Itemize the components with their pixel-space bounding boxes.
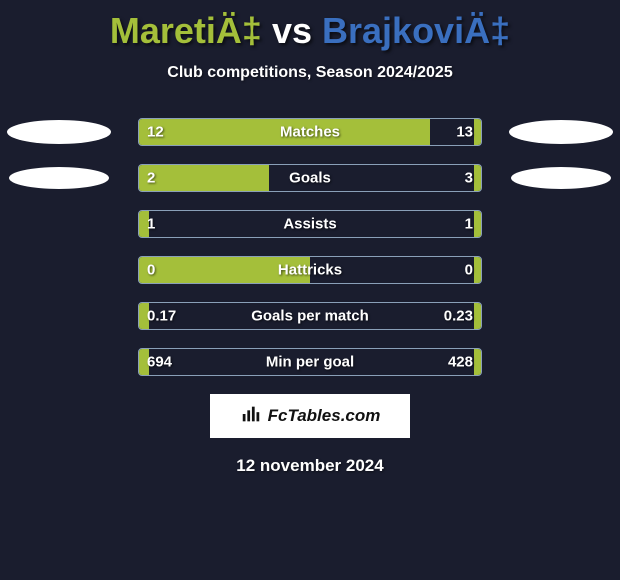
stat-label: Min per goal xyxy=(266,354,354,371)
subtitle: Club competitions, Season 2024/2025 xyxy=(0,64,620,82)
stat-value-left: 0.17 xyxy=(147,308,176,325)
player-right-name: BrajkoviÄ‡ xyxy=(322,10,510,51)
stat-row: 12 13 Matches xyxy=(138,118,482,146)
page-title: MaretiÄ‡ vs BrajkoviÄ‡ xyxy=(0,0,620,52)
stat-value-right: 0.23 xyxy=(444,308,473,325)
player-left-name: MaretiÄ‡ xyxy=(110,10,262,51)
stat-value-right: 1 xyxy=(465,216,473,233)
stat-label: Hattricks xyxy=(278,262,342,279)
stat-value-right: 428 xyxy=(448,354,473,371)
stat-row: 0.17 0.23 Goals per match xyxy=(138,302,482,330)
bar-left-fill xyxy=(139,165,269,191)
date-text: 12 november 2024 xyxy=(0,456,620,476)
stat-row: 1 1 Assists xyxy=(138,210,482,238)
brand-text: FcTables.com xyxy=(268,406,381,426)
stat-row: 694 428 Min per goal xyxy=(138,348,482,376)
stat-label: Matches xyxy=(280,124,340,141)
stat-value-right: 3 xyxy=(465,170,473,187)
stat-row: 0 0 Hattricks xyxy=(138,256,482,284)
stat-label: Goals per match xyxy=(251,308,369,325)
side-ellipse xyxy=(9,167,109,189)
bar-right-fill xyxy=(474,119,481,145)
stat-value-left: 1 xyxy=(147,216,155,233)
vs-text: vs xyxy=(272,10,312,51)
stat-value-right: 13 xyxy=(456,124,473,141)
side-ellipse xyxy=(511,167,611,189)
bar-right-fill xyxy=(474,211,481,237)
brand-badge: FcTables.com xyxy=(210,394,410,438)
stat-row: 2 3 Goals xyxy=(138,164,482,192)
stat-value-left: 0 xyxy=(147,262,155,279)
chart-icon xyxy=(240,403,262,430)
stat-label: Goals xyxy=(289,170,331,187)
bar-right-fill xyxy=(474,303,481,329)
stat-label: Assists xyxy=(283,216,336,233)
side-ellipse xyxy=(509,120,613,144)
stat-value-right: 0 xyxy=(465,262,473,279)
stat-value-left: 694 xyxy=(147,354,172,371)
stat-value-left: 12 xyxy=(147,124,164,141)
stat-value-left: 2 xyxy=(147,170,155,187)
bar-right-fill xyxy=(474,257,481,283)
comparison-chart: 12 13 Matches 2 3 Goals 1 1 Assists 0 0 Hattricks 0.… xyxy=(0,118,620,376)
bar-right-fill xyxy=(474,165,481,191)
side-ellipse xyxy=(7,120,111,144)
bar-right-fill xyxy=(474,349,481,375)
